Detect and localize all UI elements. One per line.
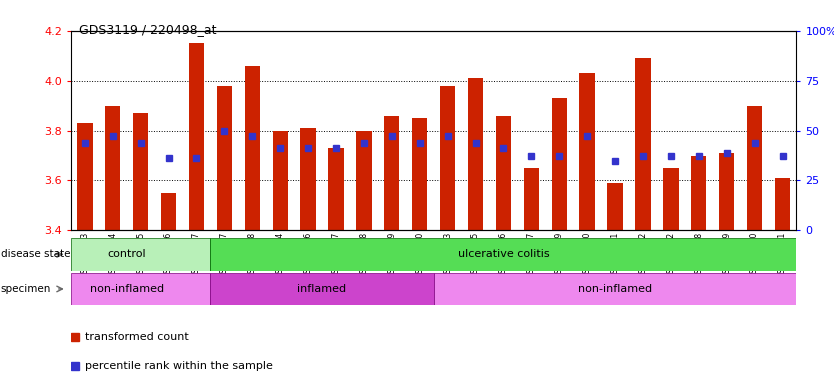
Bar (210, 238, 796, 271)
Bar (300, 128, 316, 230)
Bar (747, 106, 762, 230)
Bar (329, 148, 344, 230)
Bar (78, 123, 93, 230)
Bar (636, 58, 651, 230)
Bar (71, 238, 210, 271)
Text: control: control (108, 249, 146, 260)
Bar (691, 156, 706, 230)
Bar (412, 118, 427, 230)
Text: GDS3119 / 220498_at: GDS3119 / 220498_at (79, 23, 217, 36)
Text: non-inflamed: non-inflamed (578, 284, 652, 294)
Text: transformed count: transformed count (85, 332, 189, 342)
Bar (580, 73, 595, 230)
Bar (356, 131, 372, 230)
Bar (244, 66, 260, 230)
Bar (440, 86, 455, 230)
Text: specimen: specimen (1, 284, 51, 294)
Text: ulcerative colitis: ulcerative colitis (458, 249, 550, 260)
Bar (210, 273, 434, 305)
Bar (524, 168, 539, 230)
Bar (188, 43, 204, 230)
Text: inflamed: inflamed (298, 284, 347, 294)
Bar (133, 113, 148, 230)
Bar (161, 193, 176, 230)
Bar (663, 168, 679, 230)
Bar (434, 273, 796, 305)
Bar (607, 183, 623, 230)
Bar (551, 98, 567, 230)
Text: disease state: disease state (1, 249, 70, 260)
Bar (384, 116, 399, 230)
Bar (468, 78, 483, 230)
Bar (775, 178, 790, 230)
Bar (495, 116, 511, 230)
Bar (71, 273, 210, 305)
Text: percentile rank within the sample: percentile rank within the sample (85, 361, 274, 371)
Bar (273, 131, 288, 230)
Bar (105, 106, 120, 230)
Bar (217, 86, 232, 230)
Bar (719, 153, 735, 230)
Text: non-inflamed: non-inflamed (89, 284, 163, 294)
